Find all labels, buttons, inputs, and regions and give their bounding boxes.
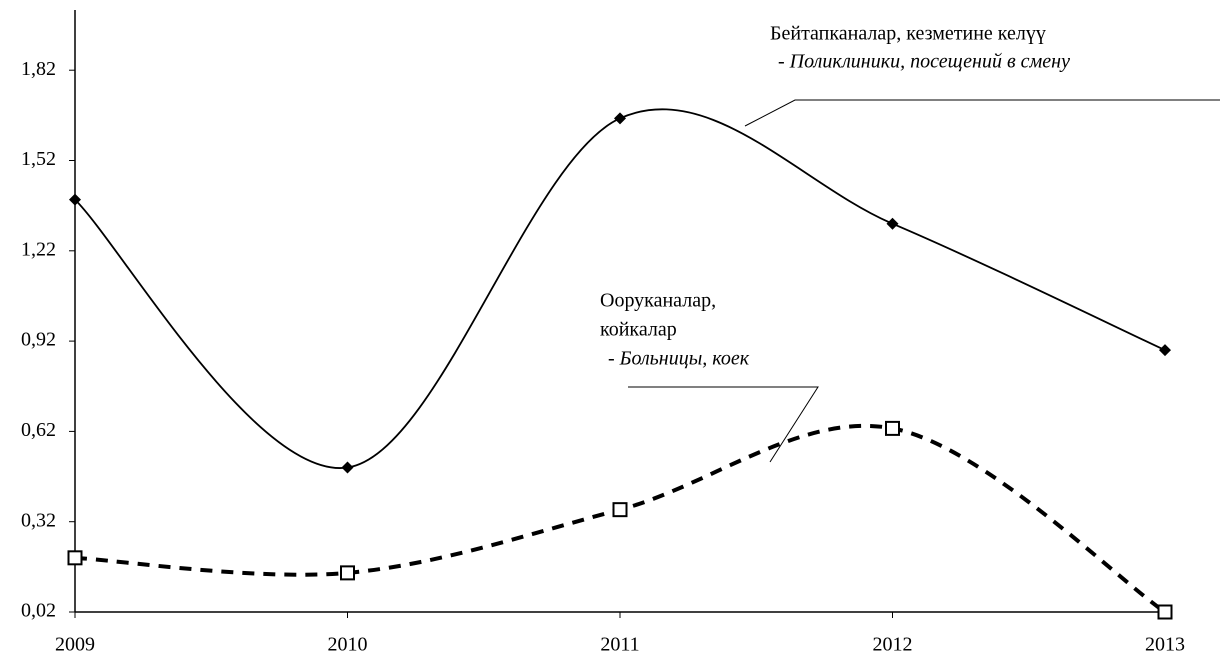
marker	[341, 461, 354, 474]
marker	[1157, 604, 1173, 620]
marker	[614, 112, 626, 125]
y-tick-label: 0,62	[21, 419, 56, 441]
x-tick-label: 2009	[55, 634, 95, 656]
series-label: - Поликлиники, посещений в смену	[778, 51, 1070, 73]
marker	[67, 550, 83, 566]
series-label: койкалар	[600, 319, 677, 341]
marker	[340, 565, 355, 581]
series-label: Ооруканалар,	[600, 290, 716, 312]
marker	[1159, 344, 1171, 357]
marker	[612, 502, 628, 518]
x-tick-label: 2013	[1145, 634, 1185, 656]
line-series	[74, 423, 1167, 614]
leader-line	[628, 386, 819, 463]
y-tick-label: 0,92	[21, 329, 56, 351]
marker	[69, 193, 81, 206]
y-tick-label: 1,82	[21, 58, 56, 80]
x-tick-label: 2011	[600, 634, 639, 656]
series-label: - Больницы, коек	[608, 348, 750, 370]
y-tick-label: 0,32	[21, 509, 56, 531]
line-series	[74, 108, 1166, 469]
y-tick-label: 1,52	[21, 148, 56, 170]
marker	[886, 217, 899, 230]
leader-line	[744, 99, 1220, 127]
marker	[885, 420, 900, 436]
x-tick-label: 2010	[328, 634, 368, 656]
series-label: Бейтапканалар, кезметине келүү	[770, 23, 1046, 45]
y-tick-label: 0,02	[21, 600, 56, 622]
x-tick-label: 2012	[873, 634, 913, 656]
y-tick-label: 1,22	[21, 238, 56, 260]
